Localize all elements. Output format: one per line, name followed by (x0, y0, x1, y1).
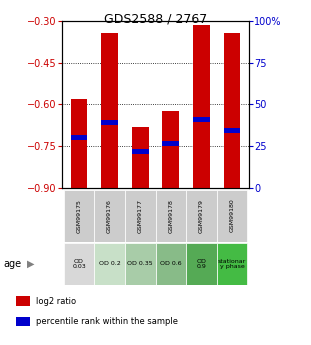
Text: GSM99178: GSM99178 (168, 199, 173, 233)
Bar (94, 190, 125, 242)
Bar (64, 190, 94, 242)
Text: age: age (3, 259, 21, 269)
Text: OD 0.6: OD 0.6 (160, 262, 182, 266)
Text: percentile rank within the sample: percentile rank within the sample (35, 317, 178, 326)
Bar (217, 190, 247, 242)
Bar (217, 243, 247, 285)
Text: OD
0.9: OD 0.9 (197, 258, 206, 269)
Bar (101, 120, 118, 125)
Text: GSM99179: GSM99179 (199, 199, 204, 233)
Bar (224, 33, 240, 188)
Text: OD 0.35: OD 0.35 (128, 262, 153, 266)
Text: GDS2588 / 2767: GDS2588 / 2767 (104, 12, 207, 25)
Bar (162, 111, 179, 188)
Text: GSM99175: GSM99175 (77, 199, 81, 233)
Bar (94, 243, 125, 285)
Bar (186, 243, 217, 285)
Text: GSM99176: GSM99176 (107, 199, 112, 233)
Bar (132, 127, 149, 188)
Bar (132, 149, 149, 154)
Text: OD
0.03: OD 0.03 (72, 258, 86, 269)
Bar (156, 190, 186, 242)
Text: GSM99180: GSM99180 (230, 199, 234, 233)
Text: log2 ratio: log2 ratio (35, 296, 76, 306)
Bar (193, 117, 210, 122)
Bar (125, 190, 156, 242)
Bar (16, 296, 30, 306)
Bar (162, 141, 179, 146)
Bar (156, 243, 186, 285)
Bar (71, 135, 87, 140)
Bar (101, 33, 118, 188)
Bar (224, 128, 240, 134)
Bar (16, 317, 30, 326)
Bar (186, 190, 217, 242)
Bar (193, 25, 210, 188)
Text: GSM99177: GSM99177 (138, 199, 143, 233)
Text: stationar
y phase: stationar y phase (218, 258, 246, 269)
Text: OD 0.2: OD 0.2 (99, 262, 120, 266)
Text: ▶: ▶ (27, 259, 35, 269)
Bar (125, 243, 156, 285)
Bar (71, 99, 87, 188)
Bar (64, 243, 94, 285)
